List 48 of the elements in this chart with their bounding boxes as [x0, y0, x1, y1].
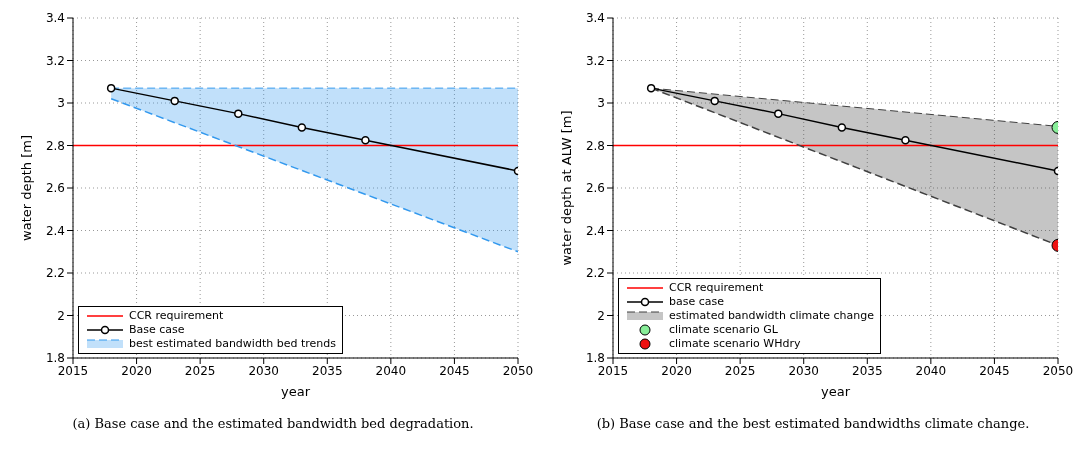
y-tick-label: 1.8	[45, 351, 65, 366]
text: (a) Base case and the estimated bandwidth bed degradation.	[71, 416, 475, 431]
legend-label: climate scenario GL	[669, 323, 778, 337]
y-tick-label: 2	[57, 308, 65, 323]
y-tick-label: 2.2	[45, 266, 65, 281]
x-tick-label: 2020	[661, 363, 692, 378]
legend-label: CCR requirement	[669, 281, 764, 295]
y-tick-label: 3	[597, 96, 605, 111]
y-tick-label: 2.4	[585, 223, 605, 238]
text: (b) Base case and the best estimated bandwidths climate change.	[595, 416, 1031, 431]
x-tick-label: 2050	[502, 363, 534, 378]
y-tick-label: 3.2	[585, 53, 605, 68]
x-tick-label: 2020	[121, 363, 152, 378]
y-tick-label: 3.4	[45, 11, 65, 26]
x-tick-label: 2025	[724, 363, 756, 378]
x-tick-label: 2045	[979, 363, 1010, 378]
legend-label: climate scenario WHdry	[669, 337, 801, 351]
y-tick-label: 2.6	[585, 181, 605, 196]
x-tick-label: 2025	[184, 363, 216, 378]
x-tick-label: 2030	[788, 363, 819, 378]
legend-label: Base case	[129, 323, 185, 337]
legend-label: estimated bandwidth climate change	[669, 309, 875, 323]
y-tick-label: 3.2	[45, 53, 65, 68]
x-tick-label: 2040	[375, 363, 407, 378]
x-tick-label: 2035	[312, 363, 343, 378]
y-axis-title: water depth [m]	[18, 135, 34, 241]
y-tick-label: 3	[57, 96, 65, 111]
y-tick-label: 2.8	[585, 138, 605, 153]
x-axis-title: year	[820, 384, 851, 399]
x-tick-label: 2035	[852, 363, 883, 378]
y-tick-label: 2.6	[45, 181, 65, 196]
legend-label: CCR requirement	[129, 309, 224, 323]
x-tick-label: 2030	[248, 363, 279, 378]
legend-label: best estimated bandwidth bed trends	[129, 337, 336, 351]
y-tick-label: 2	[597, 308, 605, 323]
y-tick-label: 2.4	[45, 223, 65, 238]
x-tick-label: 2015	[597, 363, 629, 378]
y-axis-title: water depth at ALW [m]	[558, 110, 574, 266]
y-tick-label: 1.8	[585, 351, 605, 366]
y-tick-label: 2.8	[45, 138, 65, 153]
x-axis-title: year	[280, 384, 311, 399]
y-tick-label: 3.4	[585, 11, 605, 26]
x-tick-label: 2045	[439, 363, 470, 378]
x-tick-label: 2015	[57, 363, 89, 378]
x-tick-label: 2040	[915, 363, 947, 378]
legend-label: base case	[669, 295, 725, 309]
x-tick-label: 2050	[1042, 363, 1074, 378]
y-tick-label: 2.2	[585, 266, 605, 281]
